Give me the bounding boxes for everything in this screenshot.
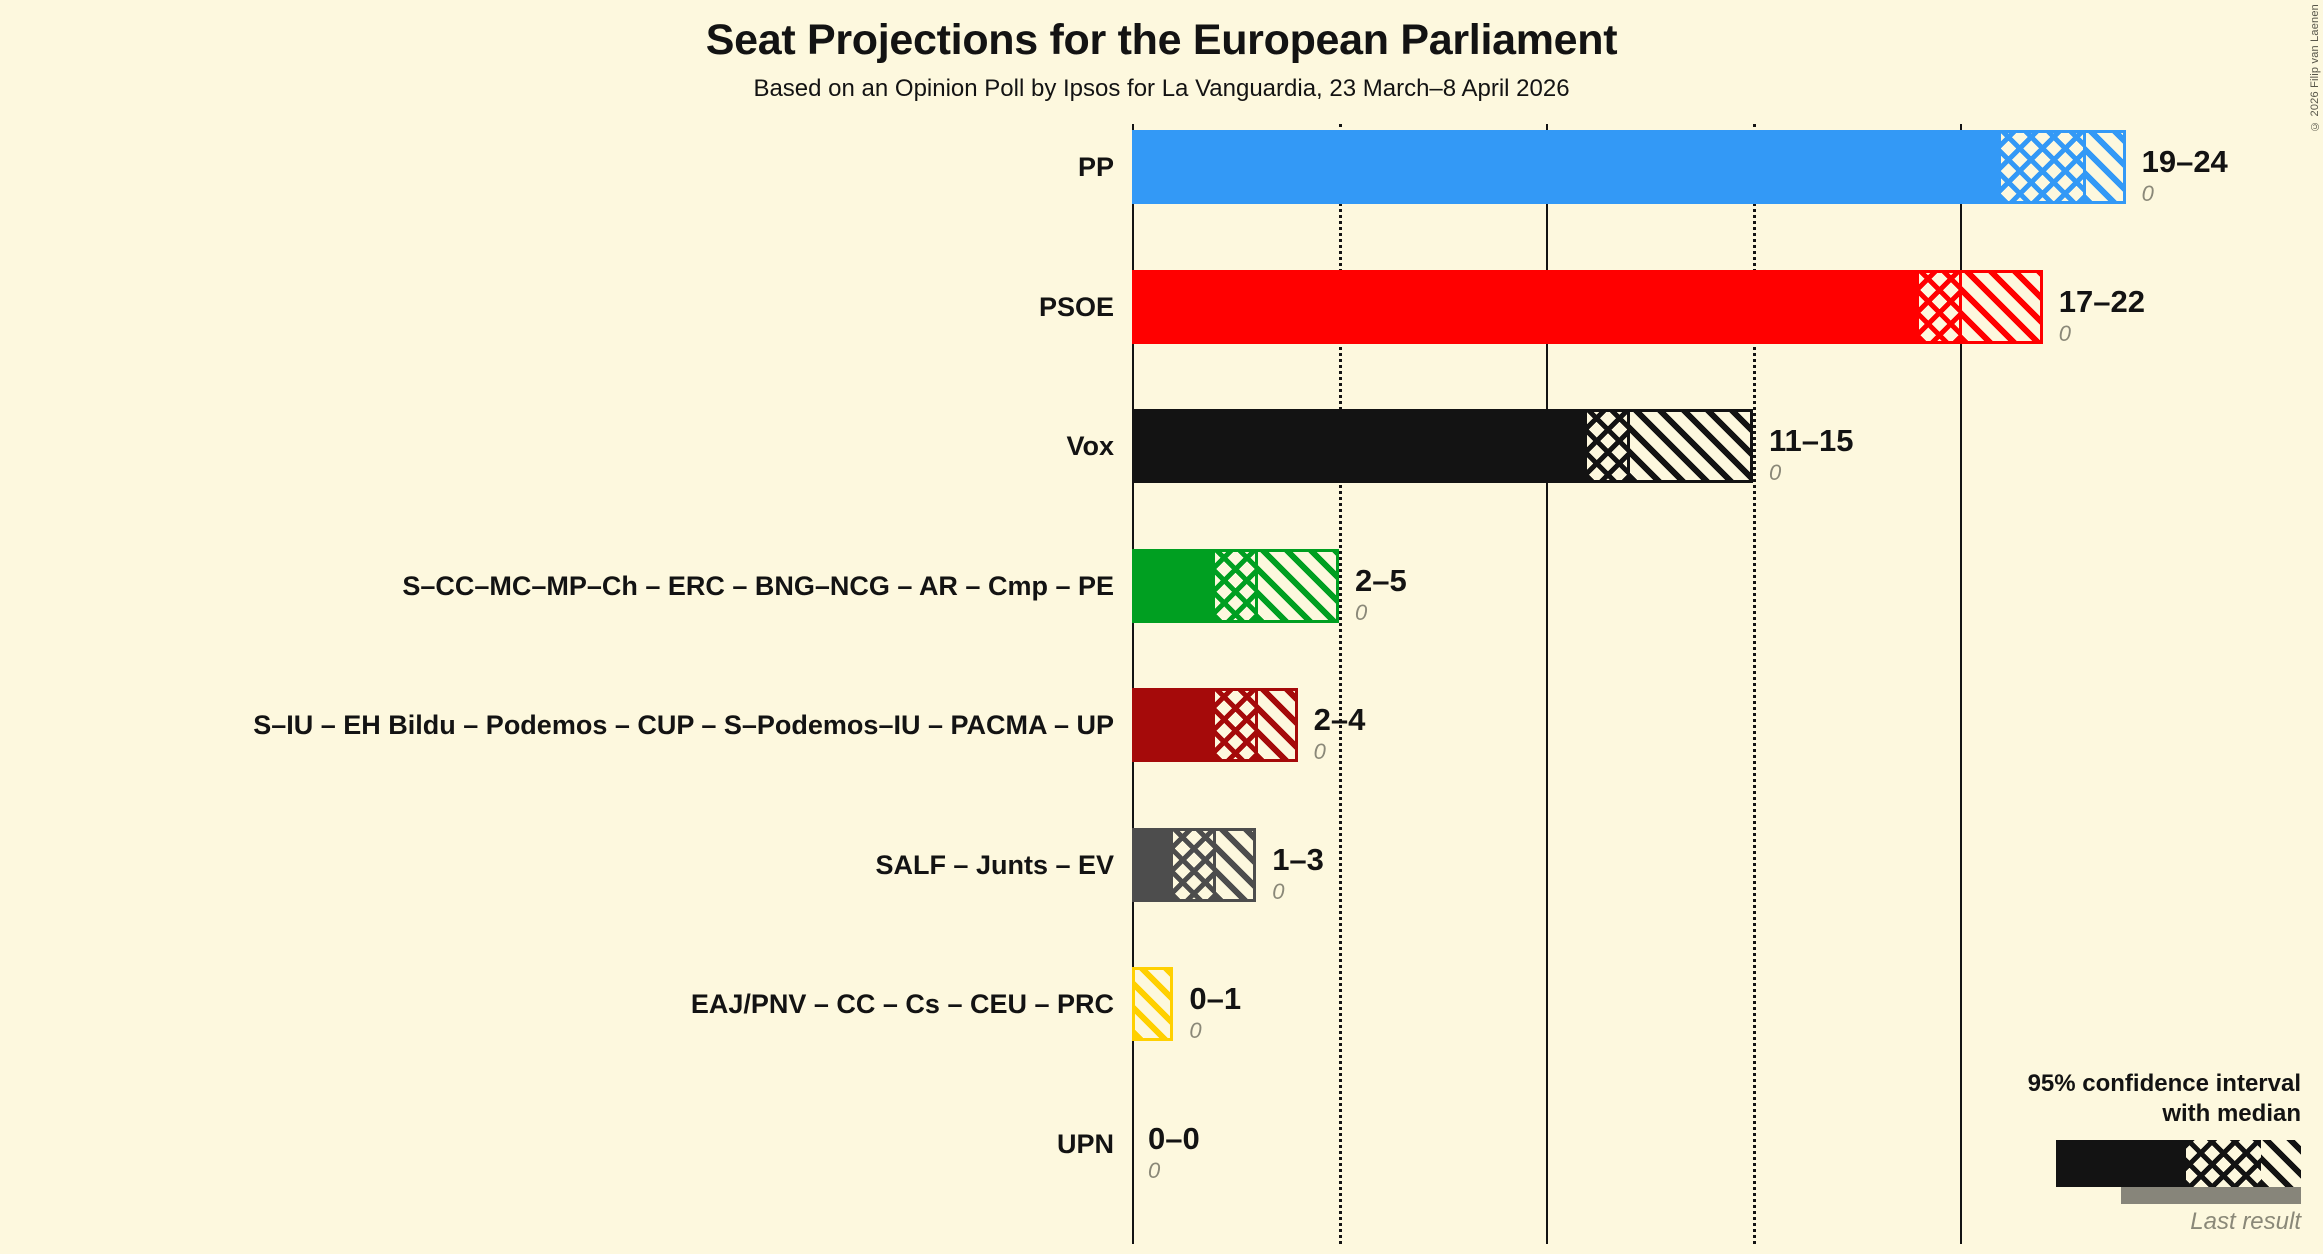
bar-row: PP 19–24 0: [0, 130, 2323, 270]
bar-segment-median-band: [1918, 272, 1960, 341]
bar-last-result-value: 0: [1313, 739, 1326, 764]
gridline-10-seats: [1546, 124, 1548, 1244]
legend-interval-swatch: [2056, 1140, 2301, 1187]
bar-last-result-value: 0: [1769, 460, 1782, 485]
confidence-interval-bar: [1132, 548, 1339, 623]
legend-title: 95% confidence interval with median: [2028, 1069, 2301, 1128]
legend-last-result-swatch: [2121, 1187, 2301, 1204]
bar-segment-solid: [1135, 551, 1215, 620]
bar-segment-solid: [1135, 691, 1215, 759]
bar-label-s-iu-coalition: S–IU – EH Bildu – Podemos – CUP – S–Pode…: [253, 710, 1114, 740]
bar-value-range: 2–4: [1313, 702, 1366, 737]
gridline-15-seats: [1753, 124, 1756, 1244]
bar-segment-divider: [1254, 551, 1258, 620]
bar-segment-median-band: [1214, 691, 1257, 759]
bar-segment-upper-band: [1960, 272, 2040, 341]
bar-segment-divider: [1213, 830, 1217, 899]
bar-label-psoe: PSOE: [1038, 291, 1114, 322]
bar-segment-solid: [1135, 412, 1588, 480]
chart-subtitle: Based on an Opinion Poll by Ipsos for La…: [753, 75, 1570, 103]
bar-segment-divider: [1958, 272, 1962, 341]
legend-title-line1: 95% confidence interval: [2027, 1070, 2301, 1098]
bar-value-range: 1–3: [1272, 841, 1324, 877]
bar-segment-upper-band: [1256, 691, 1295, 759]
bar-segment-upper-band: [2084, 133, 2123, 201]
chart-header: Seat Projections for the European Parlia…: [0, 0, 2323, 103]
bar-value-range: 0–0: [1148, 1120, 1200, 1156]
legend-last-result-label: Last result: [2190, 1208, 2301, 1235]
page-title: Seat Projections for the European Parlia…: [705, 16, 1618, 64]
bar-last-result-value: 0: [1272, 878, 1285, 904]
bar-value-range: 2–5: [1355, 562, 1407, 598]
bar-segment-upper-band: [1135, 970, 1171, 1038]
bar-segment-solid: [1135, 272, 1919, 341]
bar-label-vox: Vox: [1066, 431, 1114, 461]
bar-row: S–IU – EH Bildu – Podemos – CUP – S–Pode…: [0, 688, 2323, 828]
bar-value-range: 17–22: [2058, 283, 2146, 319]
legend-upper-band-swatch: [2261, 1140, 2301, 1187]
confidence-interval-bar: [1132, 269, 2043, 344]
bar-segment-divider: [2082, 133, 2086, 201]
gridline-0-seats: [1132, 124, 1134, 1244]
confidence-interval-bar: [1132, 688, 1298, 762]
bar-label-upn: UPN: [1056, 1128, 1114, 1159]
bar-label-pp: PP: [1077, 152, 1114, 182]
bar-value-range: 11–15: [1769, 423, 1854, 458]
confidence-interval-bar: [1132, 827, 1257, 902]
bar-last-result-value: 0: [2141, 181, 2154, 206]
gridline-5-seats: [1339, 124, 1342, 1244]
bar-value-range: 19–24: [2141, 144, 2228, 179]
bar-label-s-cc-mc-mp-ch-coalition: S–CC–MC–MP–Ch – ERC – BNG–NCG – AR – Cmp…: [402, 570, 1114, 601]
bar-segment-median-band: [1214, 551, 1257, 620]
confidence-interval-bar: [1132, 130, 2126, 204]
legend-median-band-swatch: [2186, 1140, 2261, 1187]
bar-row: SALF – Junts – EV 1–3 0: [0, 827, 2323, 968]
bar-segment-divider: [1627, 412, 1631, 480]
bar-last-result-value: 0: [2058, 320, 2072, 346]
bar-last-result-value: 0: [1355, 599, 1368, 625]
bar-segment-solid: [1135, 830, 1174, 899]
confidence-interval-bar: [1132, 409, 1753, 483]
bar-label-salf-junts-ev: SALF – Junts – EV: [875, 849, 1114, 880]
bar-segment-upper-band: [1256, 551, 1336, 620]
bar-segment-median-band: [2001, 133, 2085, 201]
bar-row: UPN 0–0 0: [0, 1107, 2323, 1247]
legend: 95% confidence interval with median Last…: [2028, 1069, 2301, 1236]
bar-segment-upper-band: [1214, 830, 1254, 899]
bar-segment-solid: [1135, 133, 2002, 201]
bar-value-range: 0–1: [1189, 981, 1242, 1016]
bar-row: PSOE 17–22 0: [0, 269, 2323, 410]
gridline-20-seats: [1960, 124, 1962, 1244]
confidence-interval-bar: [1132, 967, 1174, 1041]
bar-row: S–CC–MC–MP–Ch – ERC – BNG–NCG – AR – Cmp…: [0, 548, 2323, 689]
bar-last-result-value: 0: [1189, 1018, 1202, 1043]
bar-last-result-value: 0: [1148, 1157, 1161, 1183]
bar-label-eaj-pnv-coalition: EAJ/PNV – CC – Cs – CEU – PRC: [690, 989, 1114, 1019]
legend-title-line2: with median: [2162, 1099, 2301, 1127]
bar-segment-median-band: [1587, 412, 1629, 480]
bar-segment-median-band: [1173, 830, 1215, 899]
bar-row: EAJ/PNV – CC – Cs – CEU – PRC 0–1 0: [0, 967, 2323, 1107]
bar-segment-divider: [1254, 691, 1258, 759]
bar-segment-upper-band: [1628, 412, 1750, 480]
bar-row: Vox 11–15 0: [0, 409, 2323, 549]
